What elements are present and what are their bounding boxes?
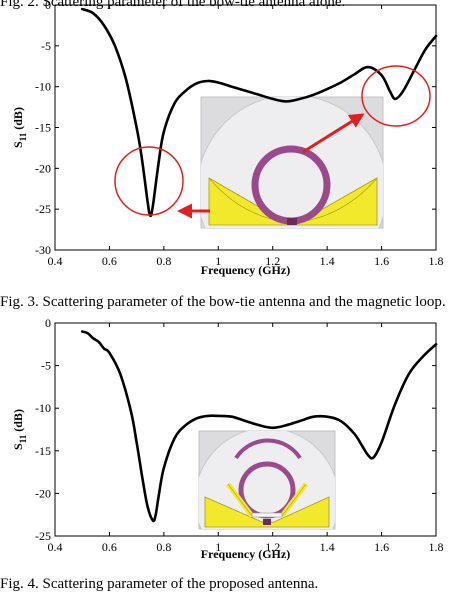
y-tick-label: -25 <box>35 202 51 216</box>
resonance-highlight-low <box>114 146 184 216</box>
y-tick-label: -25 <box>35 529 51 543</box>
y-tick-label: -20 <box>35 161 51 175</box>
chart-fig3: 0.4 0.6 0.8 1 1.2 1.4 1.6 1.8 0 -5 -10 -15 -20 -25 Fre… <box>11 316 444 561</box>
antenna-inset-image <box>200 96 384 229</box>
x-tick-label: 0.8 <box>156 540 171 554</box>
plot-area-frame <box>54 322 437 537</box>
x-tick-label: 1.4 <box>320 254 335 268</box>
x-tick-label: 1.8 <box>429 540 444 554</box>
y-tick-label: -20 <box>35 486 51 500</box>
x-tick-label: 1.6 <box>374 540 389 554</box>
annotation-arrow-right <box>302 113 365 154</box>
x-axis-title: Frequency (GHz) <box>201 547 290 561</box>
x-tick-label: 0.6 <box>102 254 117 268</box>
x-tick-label: 0.4 <box>48 254 63 268</box>
x-tick-label: 1.2 <box>265 254 280 268</box>
chart-fig2: 0.4 0.6 0.8 1 1.2 1.4 1.6 1.8 0 -5 -10 -15 -20 -25 -30… <box>11 0 444 277</box>
x-tick-label: 1.4 <box>320 540 335 554</box>
x-tick-label: 0.8 <box>156 254 171 268</box>
s11-curve-fig3 <box>80 330 438 523</box>
y-tick-label: -15 <box>35 121 51 135</box>
x-tick-label: 1.8 <box>429 254 444 268</box>
resonance-highlight-high <box>361 65 431 127</box>
y-tick-label: -5 <box>41 359 51 373</box>
x-tick-label: 1 <box>215 540 221 554</box>
y-tick-label: -30 <box>35 243 51 257</box>
x-tick-label: 0.4 <box>48 540 63 554</box>
figure-3-caption: Fig. 3. Scattering parameter of the bow-… <box>0 294 446 310</box>
x-axis-title: Frequency (GHz) <box>201 263 290 277</box>
y-tick-label: -15 <box>35 444 51 458</box>
y-axis-title: S11 (dB) <box>11 107 28 148</box>
x-tick-label: 0.6 <box>102 540 117 554</box>
y-axis-title: S11 (dB) <box>11 409 28 450</box>
y-tick-label: -10 <box>35 80 51 94</box>
x-tick-label: 1.2 <box>265 540 280 554</box>
y-tick-label: 0 <box>45 0 51 12</box>
y-tick-label: -5 <box>41 39 51 53</box>
s11-curve-fig2 <box>80 7 438 218</box>
x-tick-label: 1.6 <box>374 254 389 268</box>
antenna-inset-image <box>198 430 336 530</box>
y-tick-label: 0 <box>45 316 51 330</box>
y-tick-label: -10 <box>35 401 51 415</box>
x-tick-label: 1 <box>215 254 221 268</box>
